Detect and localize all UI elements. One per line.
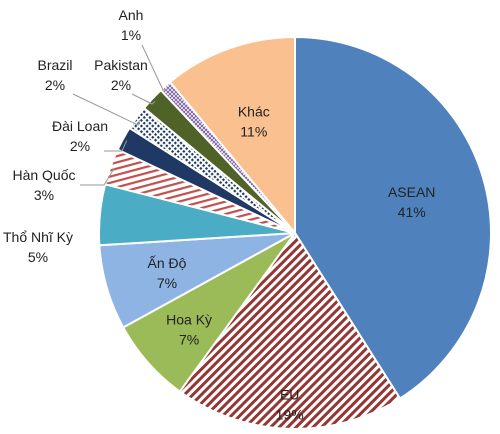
slice-label-hoa-ky: Hoa Kỳ 7%	[166, 311, 212, 347]
leader-line-brazil	[72, 93, 141, 126]
slice-label-tho-nhi-ky: Thổ Nhĩ Kỳ 5%	[3, 229, 73, 265]
slice-name: Hàn Quốc	[12, 167, 75, 183]
leader-line-pakistan	[131, 93, 156, 105]
slice-percent: 11%	[240, 124, 267, 140]
slice-name: ASEAN	[388, 184, 435, 200]
pie-slice-asean	[294, 35, 492, 400]
slice-label-pakistan: Pakistan 2%	[94, 57, 148, 93]
slice-label-brazil: Brazil 2%	[37, 57, 72, 93]
slice-percent: 19%	[276, 407, 304, 423]
pie-slice-eu	[178, 231, 402, 431]
slice-percent: 3%	[34, 187, 54, 203]
leader-line-han-quoc	[80, 167, 115, 186]
slice-percent: 7%	[179, 331, 199, 347]
slice-label-dai-loan: Đài Loan 2%	[52, 118, 108, 154]
slice-name: Brazil	[37, 57, 72, 73]
slice-label-han-quoc: Hàn Quốc 3%	[12, 167, 75, 203]
slice-name: Ấn Độ	[148, 255, 187, 271]
slice-name: EU	[280, 387, 299, 403]
slice-name: Khác	[238, 104, 270, 120]
slice-label-an-do: Ấn Độ 7%	[148, 255, 187, 291]
slice-percent: 5%	[28, 249, 48, 265]
slice-name: Thổ Nhĩ Kỳ	[3, 229, 73, 245]
pie-slice-khac	[168, 35, 296, 236]
slice-name: Hoa Kỳ	[166, 311, 212, 327]
leader-line-dai-loan	[104, 140, 128, 152]
slice-name: Anh	[119, 7, 144, 23]
slice-percent: 2%	[111, 77, 131, 93]
slice-label-anh: Anh 1%	[119, 7, 144, 43]
slice-percent: 7%	[157, 275, 177, 291]
slice-name: Đài Loan	[52, 118, 108, 134]
leader-line-anh	[141, 44, 169, 91]
slice-label-eu: EU 19%	[276, 387, 304, 423]
slice-label-khac: Khác 11%	[238, 104, 270, 140]
slice-label-asean: ASEAN 41%	[388, 184, 435, 220]
slice-percent: 41%	[398, 204, 426, 220]
slice-percent: 2%	[45, 77, 65, 93]
slice-name: Pakistan	[94, 57, 148, 73]
slice-percent: 2%	[70, 138, 90, 154]
slice-percent: 1%	[121, 27, 141, 43]
